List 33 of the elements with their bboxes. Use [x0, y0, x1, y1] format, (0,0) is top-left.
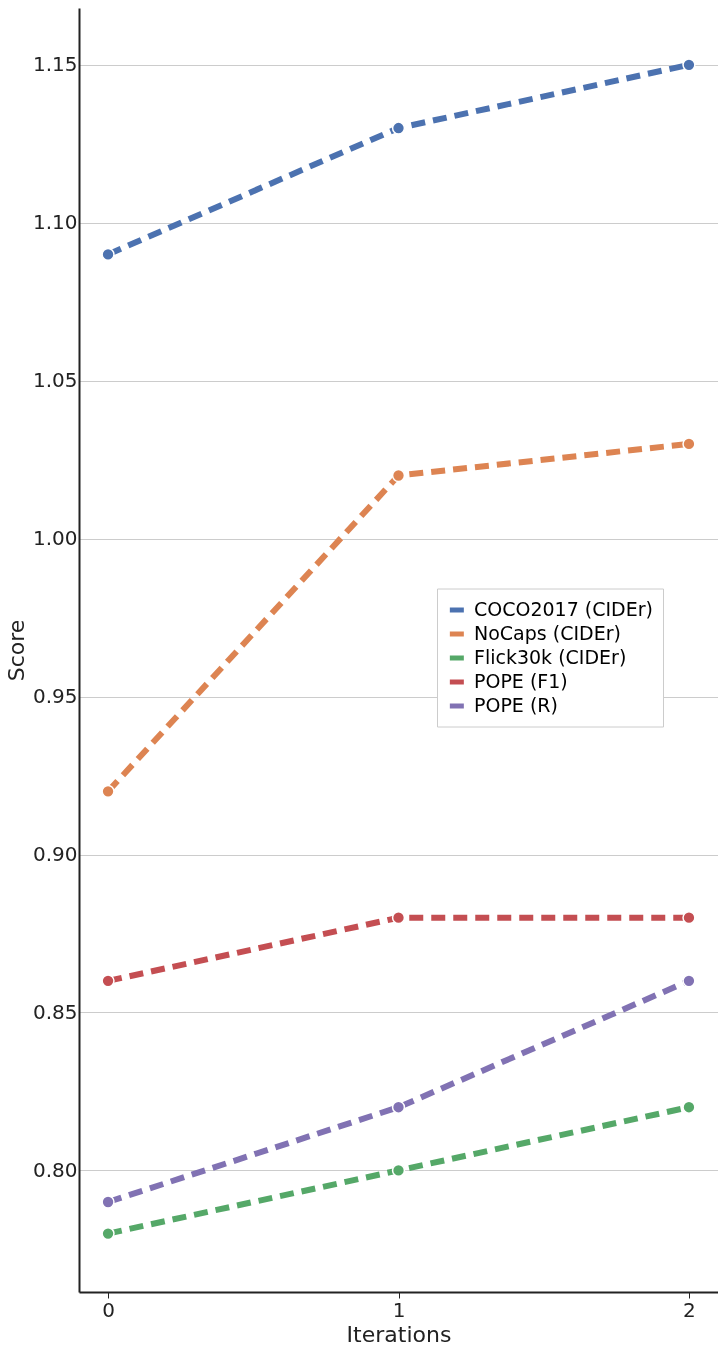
- point: [682, 1100, 696, 1114]
- point: [101, 974, 115, 988]
- y-tick-label: 1.05: [32, 368, 78, 393]
- point: [682, 437, 696, 451]
- point: [101, 1226, 115, 1241]
- legend-label: COCO2017 (CIDEr): [474, 598, 653, 620]
- x-tick-label: 1: [392, 1297, 406, 1322]
- x-tick-label: 0: [102, 1297, 115, 1322]
- point: [101, 784, 115, 798]
- legend-label: NoCaps (CIDEr): [474, 622, 621, 644]
- point: [682, 58, 696, 72]
- point: [391, 121, 406, 135]
- legend-label: POPE (R): [474, 694, 558, 716]
- y-tick-label: 0.90: [32, 842, 78, 867]
- point: [391, 1100, 406, 1114]
- y-tick-label: 1.00: [32, 526, 78, 551]
- point: [391, 911, 406, 925]
- point: [101, 1195, 115, 1209]
- y-axis-title: Score: [3, 619, 29, 682]
- y-tick-label: 1.10: [32, 210, 78, 235]
- point: [682, 911, 696, 925]
- y-tick-label: 0.95: [32, 684, 78, 709]
- y-tick-label: 1.15: [32, 52, 78, 77]
- y-tick-label: 0.85: [32, 999, 78, 1024]
- legend-label: POPE (F1): [474, 670, 568, 692]
- y-tick-label: 0.80: [32, 1157, 78, 1182]
- x-tick-label: 2: [683, 1297, 696, 1322]
- point: [101, 247, 115, 262]
- point: [682, 974, 696, 988]
- x-axis-title: Iterations: [346, 1321, 452, 1347]
- point: [391, 1163, 406, 1178]
- legend-label: Flick30k (CIDEr): [474, 646, 627, 668]
- point: [391, 468, 406, 483]
